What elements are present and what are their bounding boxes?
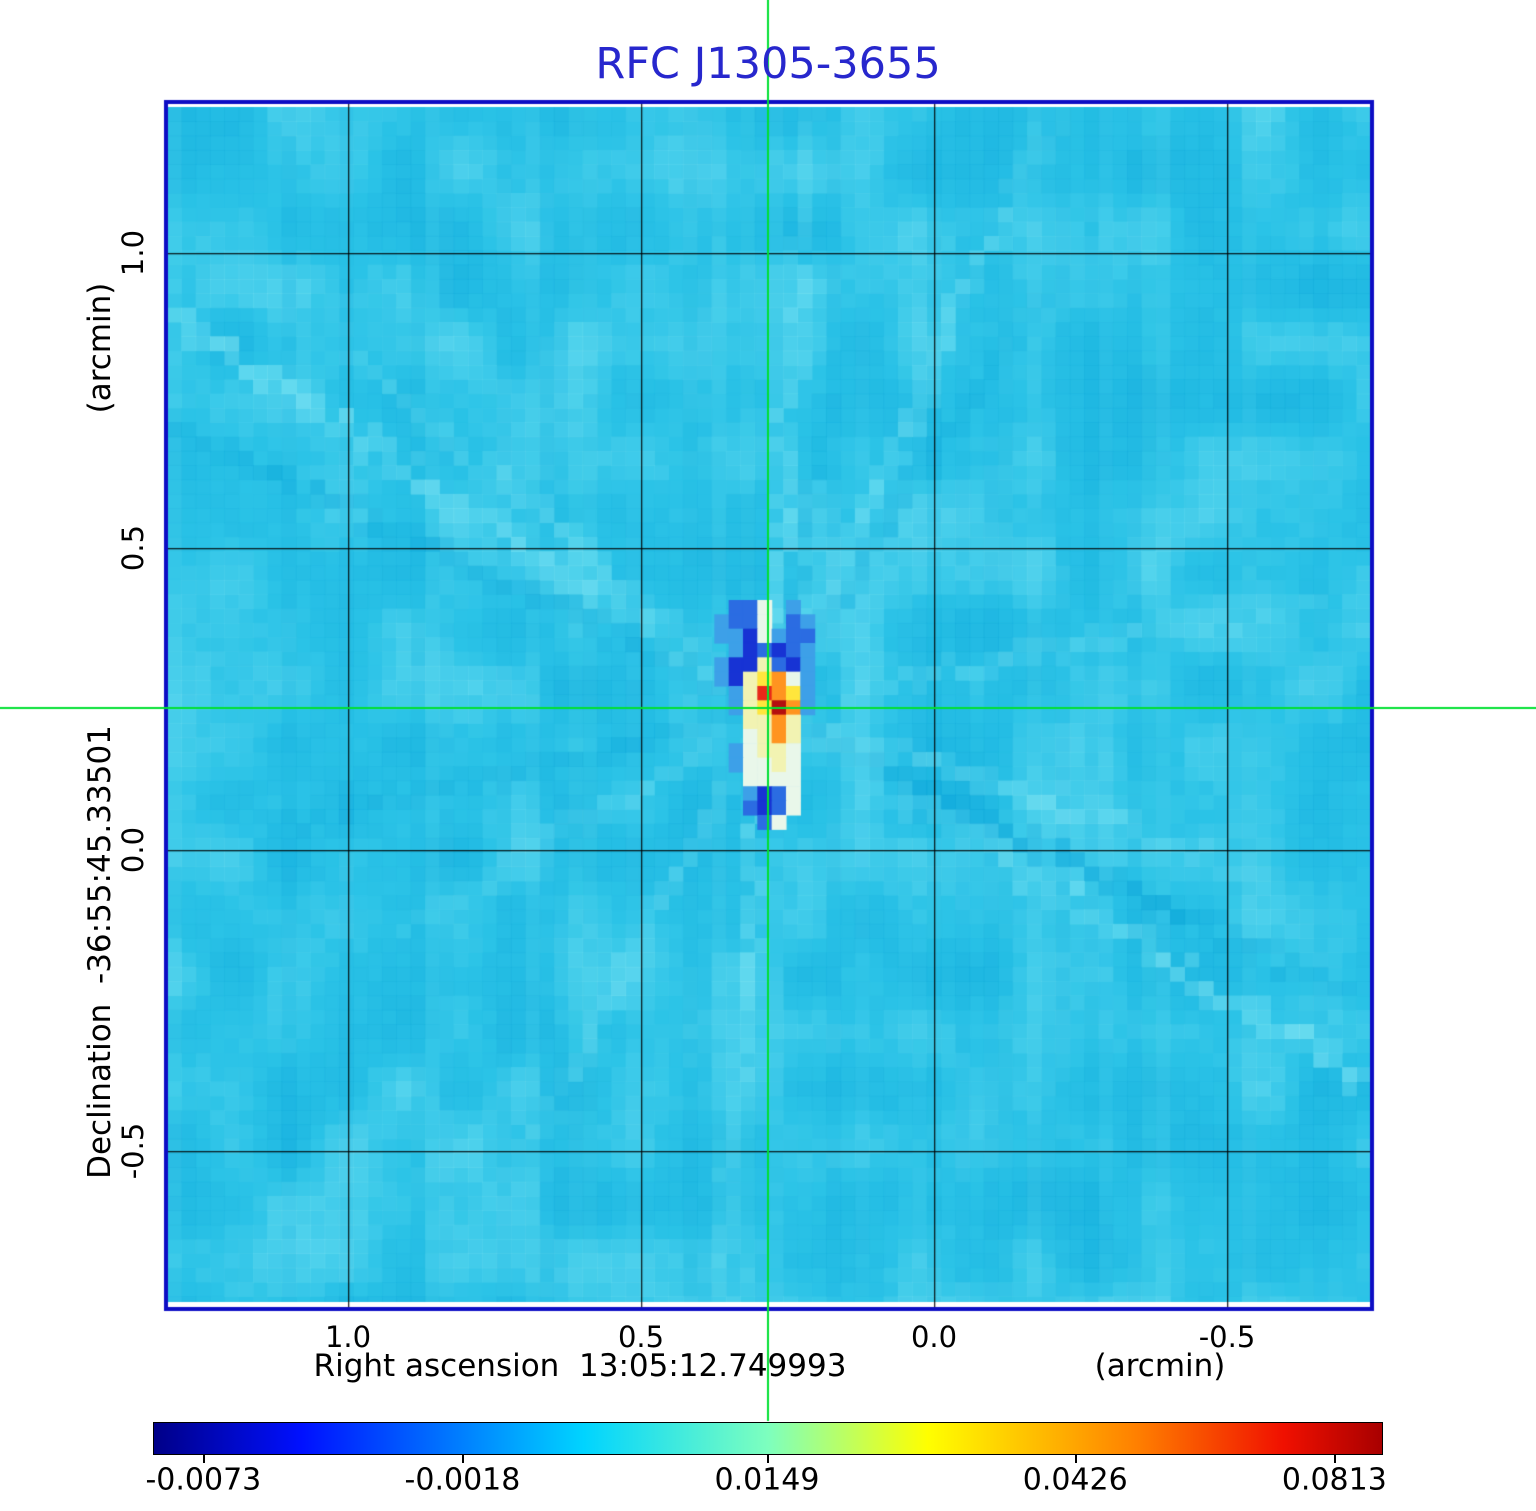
colorbar-tick — [203, 1455, 206, 1463]
colorbar-tick — [767, 1455, 769, 1463]
colorbar-tick — [1334, 1455, 1337, 1463]
x-tick-label: 0.0 — [910, 1320, 958, 1354]
y-tick-label: 0.5 — [116, 524, 150, 572]
x-tick-label: 0.5 — [617, 1320, 665, 1354]
colorbar-tick-label: 0.0813 — [1281, 1462, 1387, 1498]
x-axis-title: Right ascension 13:05:12.749993 — [313, 1348, 847, 1384]
page-title: RFC J1305-3655 — [595, 39, 941, 89]
y-tick-label: -0.5 — [116, 1122, 150, 1180]
colorbar-tick-label: -0.0018 — [404, 1462, 521, 1498]
colorbar-tick — [1075, 1455, 1078, 1463]
x-axis-unit-label: (arcmin) — [1094, 1348, 1226, 1384]
x-tick-label: 1.0 — [324, 1320, 372, 1354]
y-axis-unit-label: (arcmin) — [82, 282, 118, 414]
colorbar-tick-label: 0.0426 — [1022, 1462, 1128, 1498]
x-tick-label: -0.5 — [1198, 1320, 1256, 1354]
y-axis-title: Declination -36:55:45.33501 — [82, 725, 118, 1179]
y-tick-label: 0.0 — [116, 826, 150, 874]
colorbar-tick — [462, 1455, 465, 1463]
colorbar-tick-label: -0.0073 — [145, 1462, 262, 1498]
colorbar — [153, 1422, 1383, 1463]
colorbar-tick-label: 0.0149 — [714, 1462, 820, 1498]
y-tick-label: 1.0 — [116, 229, 150, 277]
